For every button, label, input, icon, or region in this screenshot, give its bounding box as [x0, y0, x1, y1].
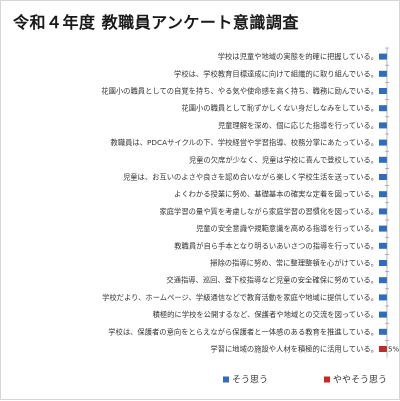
category-label-5: 児童理解を深め、個に応じた指導を行っている。	[218, 121, 378, 130]
category-label-7: 児童の欠席が少なく、児童は学校に喜んで登校している。	[189, 155, 378, 164]
bar-sou-omou-10	[379, 208, 387, 215]
category-label-8: 児童は、お互いのよさや良さを認め合いながら楽しく学校生活を送っている。	[123, 173, 378, 182]
bar-sou-omou-2	[379, 70, 387, 77]
category-label-16: 積極的に学校を公開するなど、保護者や地域との交流を図っている。	[153, 310, 378, 319]
category-label-14: 交通指導、巡回、登下校指導など児童の安全確保に努めている。	[166, 276, 378, 285]
category-label-18: 学習に地域の施設や人材を積極的に活用している。	[210, 345, 378, 354]
legend-label-1: そう思う	[232, 375, 268, 386]
category-label-9: よくわかる授業に努め、基礎基本の確実な定着を図っている。	[174, 190, 378, 199]
bar-sou-omou-3	[379, 88, 387, 94]
category-label-13: 掃除の指導に努め、常に整理整頓を心がけている。	[210, 259, 378, 268]
data-label-18: 5%	[388, 346, 399, 354]
category-label-4: 花園小の職員として恥ずかしくない身だしなみをしている。	[181, 104, 378, 113]
legend-swatch-1	[223, 376, 229, 383]
category-label-1: 学校は児童や地域の実態を的確に把握している。	[218, 52, 378, 61]
bar-sou-omou-13	[379, 260, 387, 266]
bar-sou-omou-8	[379, 174, 387, 180]
bar-sou-omou-14	[379, 277, 387, 284]
bar-sou-omou-17	[379, 328, 387, 335]
category-label-11: 児童の安全意識や規範意識を高める指導を行っている。	[196, 224, 378, 233]
category-label-3: 花園小の職員としての自覚を持ち、やる気や使命感を高く持ち、職務に励んでいる。	[101, 87, 378, 96]
legend-swatch-2	[324, 376, 330, 383]
category-label-6: 教職員は、PDCAサイクルの下、学校経営や学習指導、校務分掌にあたっている。	[111, 138, 378, 147]
category-label-17: 学校は、保護者の意向をとらえながら保護者と一体感のある教育を推進している。	[108, 327, 378, 336]
bar-sou-omou-6	[379, 139, 387, 146]
bar-sou-omou-9	[379, 191, 387, 198]
bar-sou-omou-16	[379, 311, 387, 318]
bar-sou-omou-4	[379, 105, 387, 112]
category-label-10: 家庭学習の量や質を考慮しながら家庭学習の習慣化を図っている。	[159, 207, 378, 216]
bar-sou-omou-1	[379, 53, 387, 60]
bar-sou-omou-5	[379, 122, 387, 129]
bar-sou-omou-12	[379, 242, 387, 249]
category-label-2: 学校は、学校教育目標達成に向けて組織的に取り組んでいる。	[174, 69, 378, 78]
category-label-15: 学校だより、ホームページ、学級通信などで教育活動を家庭や地域に提供している。	[102, 293, 378, 302]
category-label-12: 教職員が自ら手本となり明るいあいさつの指導を行っている。	[174, 241, 378, 250]
bar-sou-omou-15	[379, 294, 387, 301]
bar-sou-omou-7	[379, 156, 387, 163]
legend-label-2: ややそう思う	[333, 375, 387, 386]
bar-yaya-sou-omou-18	[379, 346, 387, 352]
bar-sou-omou-11	[379, 225, 387, 232]
chart-title: 令和４年度 教職員アンケート意識調査	[13, 13, 299, 32]
